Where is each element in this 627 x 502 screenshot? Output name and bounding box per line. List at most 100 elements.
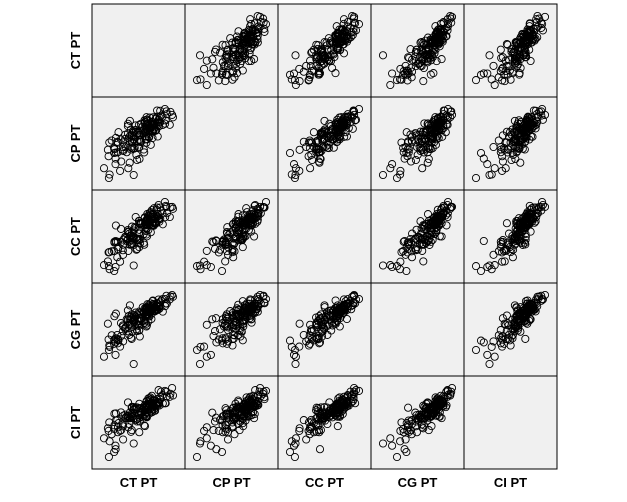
data-point	[494, 331, 503, 340]
data-point	[417, 143, 426, 152]
data-point	[229, 67, 238, 76]
data-point	[416, 38, 425, 47]
data-point	[243, 306, 252, 316]
data-point	[123, 398, 133, 407]
data-point	[507, 45, 516, 54]
data-point	[195, 359, 205, 369]
data-point	[145, 312, 154, 321]
data-point	[247, 19, 256, 28]
data-point	[295, 319, 304, 328]
data-point	[419, 257, 428, 266]
scatter-panel	[184, 375, 279, 470]
data-point	[119, 435, 128, 444]
data-point	[242, 204, 251, 213]
diagonal-panel	[463, 375, 558, 470]
data-point	[132, 245, 141, 254]
data-point	[315, 408, 324, 417]
data-point	[259, 18, 268, 27]
data-point	[103, 257, 112, 266]
data-point	[416, 127, 425, 136]
data-point	[124, 164, 133, 173]
data-point	[523, 215, 532, 224]
data-point	[533, 204, 542, 213]
data-point	[244, 42, 253, 51]
data-point	[222, 310, 231, 319]
data-point	[206, 350, 215, 359]
data-point	[211, 45, 221, 54]
data-point	[245, 215, 254, 224]
data-point	[431, 113, 440, 122]
data-point	[162, 209, 171, 218]
data-point	[110, 266, 119, 276]
data-point	[512, 122, 521, 131]
data-point	[142, 322, 151, 331]
data-point	[125, 408, 134, 417]
data-point	[436, 208, 445, 217]
data-point	[105, 437, 114, 446]
data-point	[285, 70, 295, 79]
data-point	[399, 70, 408, 79]
data-point	[508, 238, 517, 247]
data-point	[400, 445, 409, 454]
data-point	[113, 330, 122, 340]
data-point	[349, 393, 358, 402]
data-point	[144, 225, 153, 235]
data-point	[166, 203, 175, 212]
data-point	[428, 53, 437, 62]
data-point	[337, 397, 346, 406]
data-point	[523, 127, 532, 136]
data-point	[386, 80, 395, 90]
data-point	[508, 253, 517, 262]
data-point	[253, 35, 262, 44]
data-point	[126, 125, 136, 134]
data-point	[522, 300, 531, 309]
data-point	[343, 115, 352, 124]
data-point	[208, 408, 217, 417]
data-point	[419, 127, 428, 136]
data-point	[259, 387, 268, 396]
data-point	[419, 38, 428, 47]
data-point	[233, 69, 242, 78]
data-point	[531, 124, 540, 133]
data-point	[259, 292, 268, 301]
data-point	[156, 106, 165, 115]
data-point	[520, 225, 529, 235]
data-point	[483, 350, 492, 359]
scatter-panel	[463, 3, 558, 98]
data-point	[333, 412, 342, 421]
data-point	[435, 122, 444, 131]
data-point	[138, 303, 147, 312]
data-point	[540, 290, 550, 300]
data-point	[510, 116, 519, 125]
data-point	[218, 40, 227, 49]
data-point	[430, 49, 439, 58]
data-point	[291, 439, 300, 448]
data-point	[122, 148, 131, 157]
data-point	[411, 62, 420, 71]
data-point	[324, 310, 333, 319]
panels	[91, 3, 558, 470]
data-point	[489, 337, 498, 346]
data-point	[489, 61, 498, 70]
row-label: CP PT	[68, 124, 83, 162]
data-point	[317, 130, 327, 139]
data-point	[396, 265, 405, 274]
data-point	[378, 439, 388, 448]
data-point	[507, 244, 516, 253]
data-point	[510, 59, 519, 68]
data-point	[399, 148, 408, 157]
data-point	[295, 64, 304, 73]
data-point	[427, 422, 436, 431]
data-point	[119, 250, 128, 259]
data-point	[471, 262, 481, 271]
data-point	[103, 424, 112, 433]
data-point	[537, 18, 546, 27]
data-point	[487, 342, 496, 351]
data-point	[339, 19, 348, 28]
data-point	[500, 319, 509, 328]
data-point	[525, 213, 534, 222]
data-point	[520, 317, 529, 326]
data-point	[127, 228, 136, 237]
row-label: CC PT	[68, 217, 83, 256]
data-point	[110, 247, 119, 256]
